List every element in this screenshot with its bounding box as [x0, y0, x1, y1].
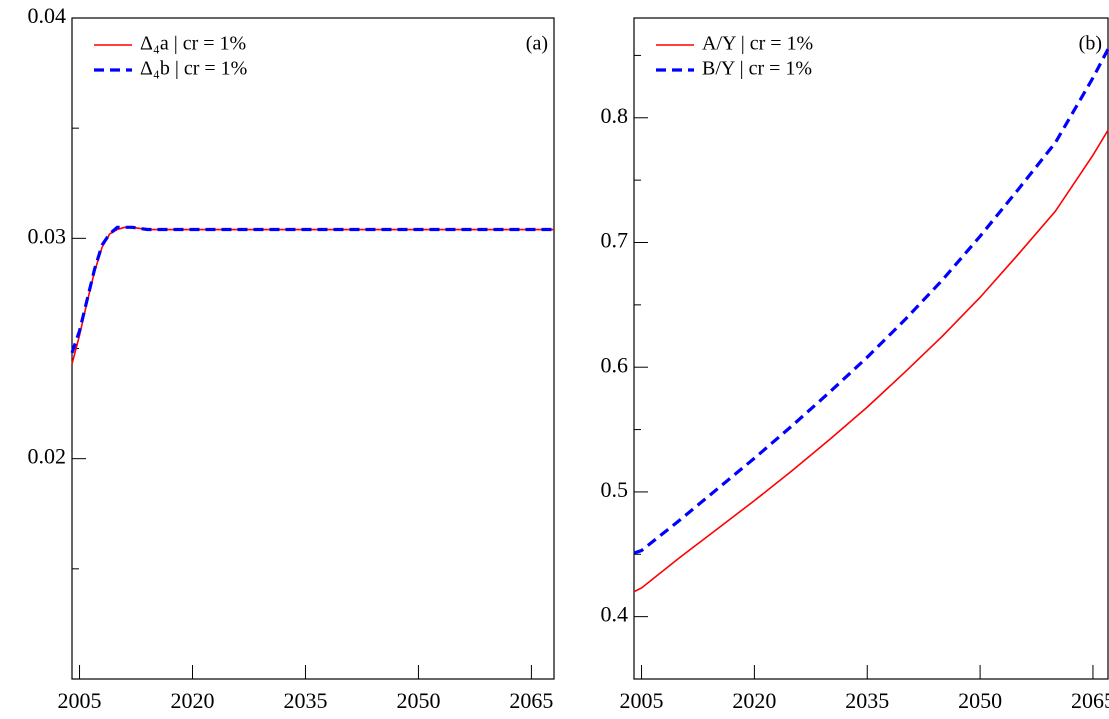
plot-frame	[633, 17, 1109, 680]
series-line	[70, 225, 554, 354]
x-tick-label: 2050	[396, 688, 440, 713]
y-tick-label: 0.6	[601, 352, 629, 377]
y-tick-label: 0.8	[601, 103, 629, 128]
y-tick-label: 0.03	[28, 223, 67, 248]
x-tick-label: 2050	[958, 688, 1002, 713]
legend-label: Δ₄b | cr = 1%	[140, 58, 247, 80]
x-tick-label: 2020	[171, 688, 215, 713]
y-tick-label: 0.5	[601, 477, 629, 502]
y-tick-label: 0.4	[601, 602, 629, 627]
plot-frame	[71, 17, 555, 680]
x-tick-label: 2035	[283, 688, 327, 713]
series-line	[633, 129, 1109, 593]
y-tick-label: 0.02	[28, 444, 67, 469]
x-tick-label: 2065	[1071, 688, 1109, 713]
x-tick-label: 2065	[509, 688, 553, 713]
panel-label: (b)	[1079, 33, 1102, 55]
x-tick-label: 2020	[732, 688, 776, 713]
x-tick-label: 2005	[58, 688, 102, 713]
y-tick-label: 0.04	[28, 3, 67, 28]
legend-label: B/Y | cr = 1%	[702, 58, 812, 80]
legend-label: A/Y | cr = 1%	[702, 33, 813, 55]
series-line	[633, 48, 1109, 555]
panel-label: (a)	[526, 33, 548, 55]
legend-label: Δ₄a | cr = 1%	[140, 33, 246, 55]
x-tick-label: 2035	[845, 688, 889, 713]
x-tick-label: 2005	[620, 688, 664, 713]
series-line	[71, 226, 554, 365]
y-tick-label: 0.7	[601, 228, 629, 253]
